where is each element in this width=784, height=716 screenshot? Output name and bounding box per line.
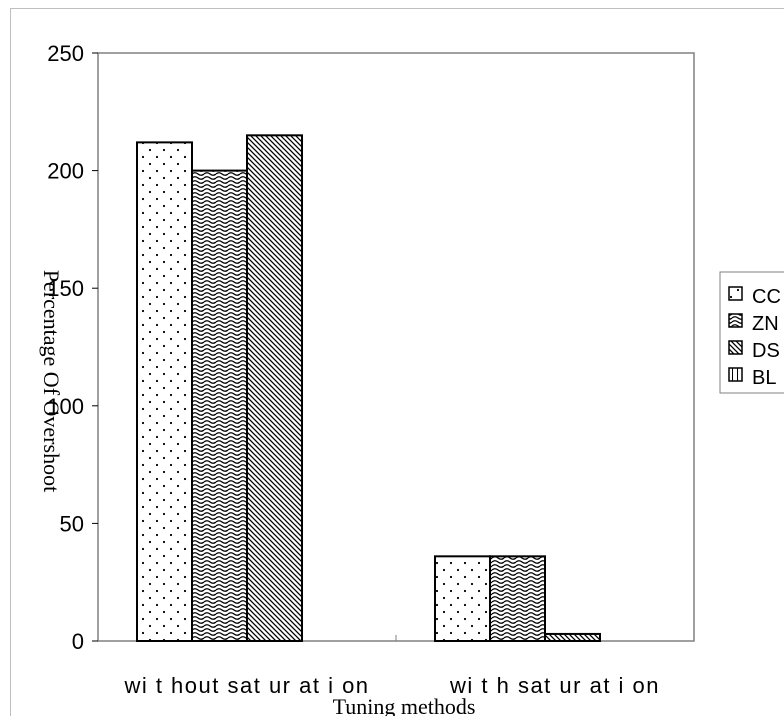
x-category-label: wi t hout sat ur at i on <box>123 673 369 698</box>
chart-frame <box>10 8 784 716</box>
y-axis-ticks: 0 50 100 150 200 250 <box>47 41 98 654</box>
y-tick-label: 200 <box>47 159 84 184</box>
y-tick-label: 50 <box>60 511 84 536</box>
bar-cc-without-saturation <box>136 141 193 642</box>
bar-cc-with-saturation <box>434 555 491 642</box>
y-tick-label: 0 <box>72 629 84 654</box>
y-tick-label: 150 <box>47 276 84 301</box>
bar-zn-without-saturation <box>191 169 248 642</box>
legend-label-ds: DS <box>752 340 780 362</box>
y-tick-label: 100 <box>47 394 84 419</box>
y-tick-label: 250 <box>47 41 84 66</box>
legend-label-bl: BL <box>752 367 776 389</box>
legend-swatch-cc <box>728 286 743 301</box>
legend-label-zn: ZN <box>752 313 779 335</box>
x-axis-title: Tuning methods <box>333 694 476 716</box>
legend-swatch-bl <box>728 367 743 382</box>
legend: CC ZN DS BL <box>719 271 784 394</box>
bar-zn-with-saturation <box>489 555 546 642</box>
bar-ds-with-saturation <box>544 632 601 642</box>
legend-swatch-zn <box>728 313 743 328</box>
x-category-label: wi t h sat ur at i on <box>449 673 660 698</box>
legend-label-cc: CC <box>752 286 781 308</box>
y-axis-title: Percentage Of Overshoot <box>39 270 64 492</box>
bar-ds-without-saturation <box>246 134 303 642</box>
x-axis-labels: wi t hout sat ur at i on wi t h sat ur at… <box>123 673 660 698</box>
legend-swatch-ds <box>728 340 743 355</box>
bars <box>136 134 601 642</box>
